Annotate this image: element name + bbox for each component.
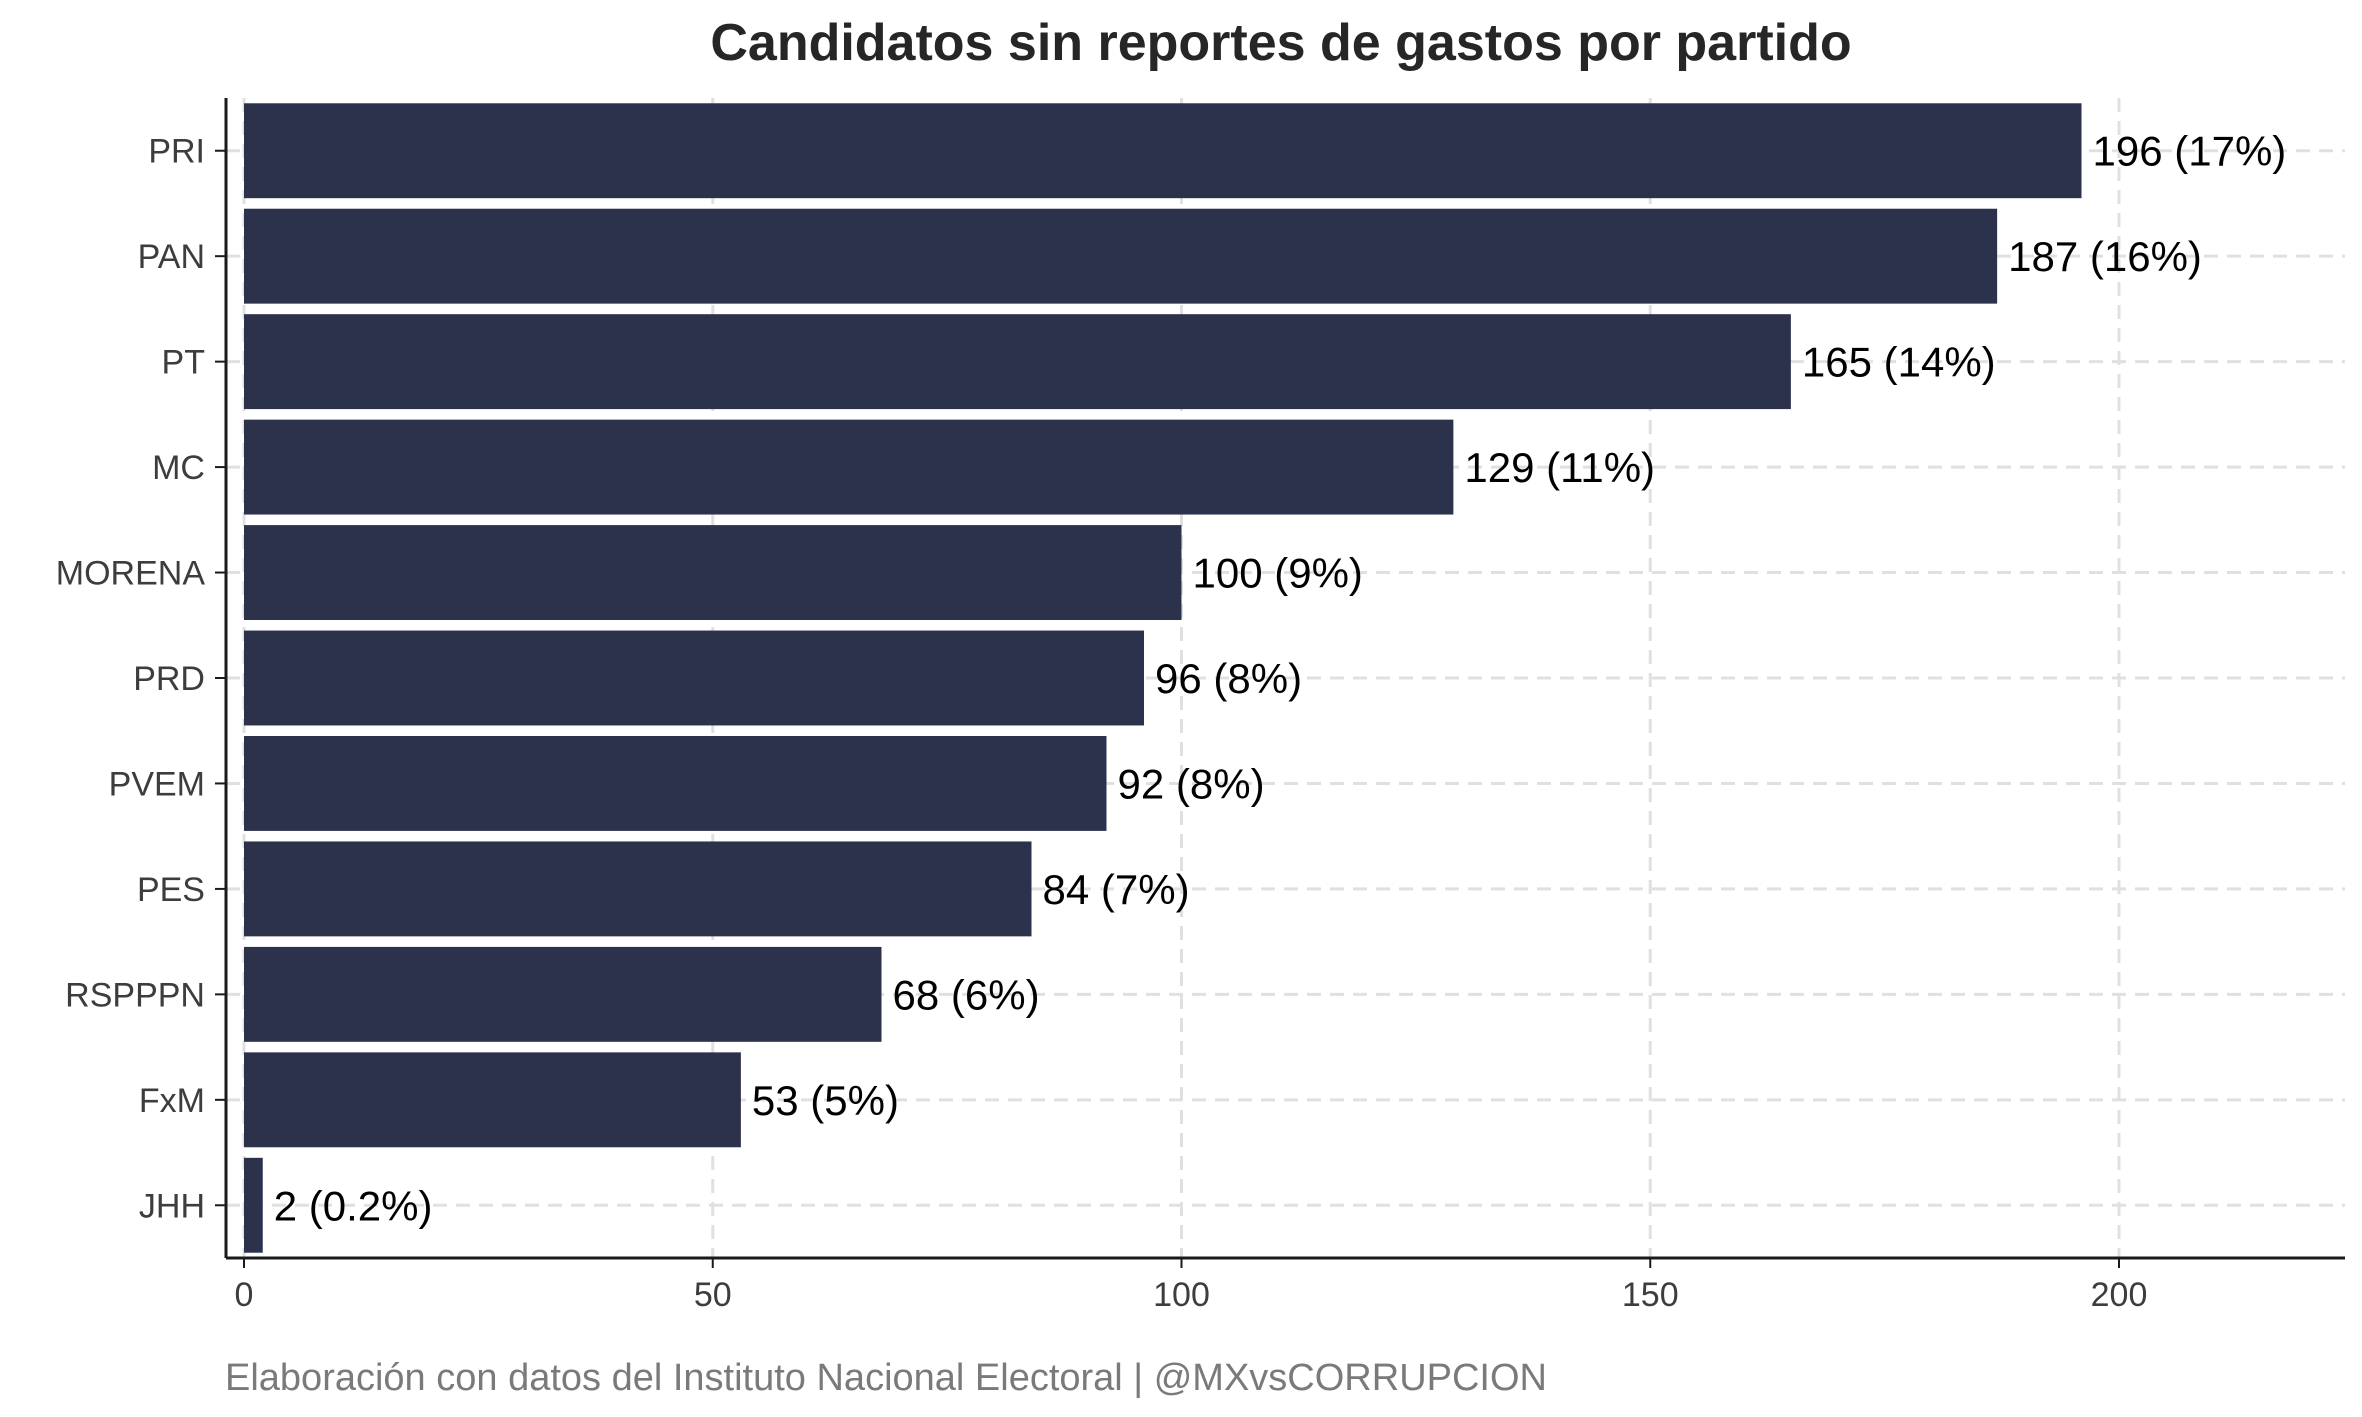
- chart-title: Candidatos sin reportes de gastos por pa…: [710, 14, 1851, 72]
- x-tick-label-0: 0: [235, 1276, 254, 1314]
- data-label-mc: 129 (11%): [1464, 444, 1655, 491]
- y-tick-label-jhh: JHH: [139, 1187, 205, 1225]
- data-label-pt: 165 (14%): [1802, 339, 1996, 386]
- bar-pvem: [244, 736, 1107, 831]
- axes: [215, 98, 2345, 1268]
- chart-caption: Elaboración con datos del Instituto Naci…: [225, 1357, 1547, 1399]
- bar-jhh: [244, 1157, 263, 1253]
- bar-fxm: [244, 1052, 741, 1148]
- bar-pan: [244, 208, 1998, 304]
- bar-pri: [244, 103, 2082, 199]
- y-tick-label-pes: PES: [137, 871, 205, 909]
- x-tick-label-100: 100: [1153, 1276, 1210, 1314]
- bar-pt: [244, 314, 1791, 410]
- y-tick-label-mc: MC: [152, 449, 205, 487]
- data-label-pri: 196 (17%): [2093, 128, 2287, 175]
- y-tick-label-rspppn: RSPPPN: [65, 976, 205, 1014]
- y-tick-label-fxm: FxM: [139, 1082, 205, 1120]
- y-tick-label-pri: PRI: [148, 133, 205, 171]
- data-label-pan: 187 (16%): [2008, 233, 2202, 280]
- data-label-pes: 84 (7%): [1043, 866, 1190, 913]
- data-label-morena: 100 (9%): [1193, 550, 1363, 597]
- x-tick-label-50: 50: [694, 1276, 732, 1314]
- x-tick-label-150: 150: [1622, 1276, 1679, 1314]
- bar-prd: [244, 630, 1144, 726]
- bar-morena: [244, 525, 1182, 620]
- y-tick-label-pan: PAN: [138, 238, 205, 276]
- bars: [244, 103, 2082, 1253]
- y-tick-label-pt: PT: [162, 344, 205, 382]
- bar-mc: [244, 419, 1454, 515]
- bar-rspppn: [244, 946, 882, 1042]
- data-label-pvem: 92 (8%): [1118, 760, 1265, 807]
- data-label-fxm: 53 (5%): [752, 1077, 899, 1124]
- x-tick-label-200: 200: [2091, 1276, 2148, 1314]
- bar-pes: [244, 841, 1032, 937]
- data-label-prd: 96 (8%): [1155, 655, 1302, 702]
- data-label-jhh: 2 (0.2%): [274, 1182, 433, 1229]
- data-label-rspppn: 68 (6%): [893, 971, 1040, 1018]
- y-tick-label-prd: PRD: [133, 660, 205, 698]
- y-tick-label-morena: MORENA: [56, 555, 206, 593]
- y-tick-label-pvem: PVEM: [109, 765, 205, 803]
- labels: 196 (17%) PRI 187 (16%) PAN 165 (14%) PT 129 (…: [56, 128, 2287, 1314]
